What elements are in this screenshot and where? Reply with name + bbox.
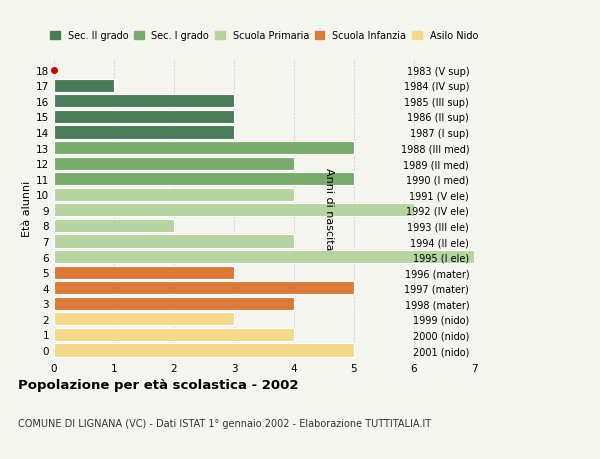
Bar [54, 251, 474, 263]
Legend: Sec. II grado, Sec. I grado, Scuola Primaria, Scuola Infanzia, Asilo Nido: Sec. II grado, Sec. I grado, Scuola Prim… [48, 29, 480, 43]
Y-axis label: Anni di nascita: Anni di nascita [324, 168, 334, 250]
Bar [54, 204, 414, 217]
Bar [54, 79, 114, 93]
Bar [54, 328, 294, 341]
Text: COMUNE DI LIGNANA (VC) - Dati ISTAT 1° gennaio 2002 - Elaborazione TUTTITALIA.IT: COMUNE DI LIGNANA (VC) - Dati ISTAT 1° g… [18, 418, 431, 428]
Bar [54, 281, 354, 295]
Bar [54, 297, 294, 310]
Bar [54, 313, 234, 326]
Bar [54, 126, 234, 140]
Bar [54, 142, 354, 155]
Bar [54, 219, 174, 233]
Text: Popolazione per età scolastica - 2002: Popolazione per età scolastica - 2002 [18, 379, 299, 392]
Bar [54, 266, 234, 279]
Bar [54, 188, 294, 202]
Bar [54, 111, 234, 124]
Bar [54, 235, 294, 248]
Bar [54, 95, 234, 108]
Y-axis label: Età alunni: Età alunni [22, 181, 32, 237]
Bar [54, 157, 294, 170]
Bar [54, 173, 354, 186]
Bar [54, 344, 354, 357]
